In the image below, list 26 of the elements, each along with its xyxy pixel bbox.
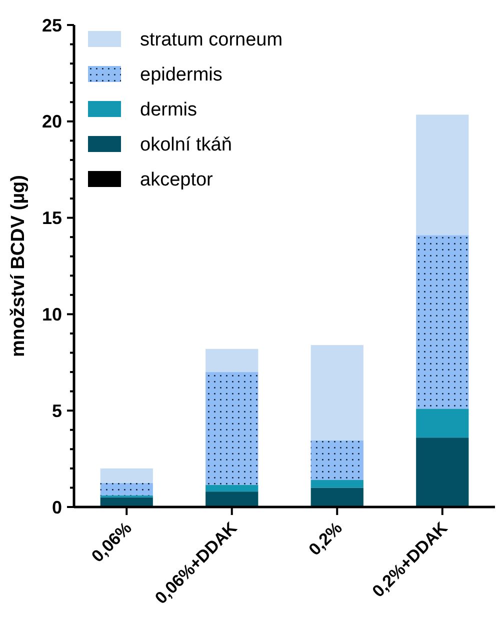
- y-tick-label: 25: [42, 15, 62, 36]
- bar: [416, 438, 469, 507]
- legend-label: epidermis: [140, 64, 222, 86]
- y-tick-label: 10: [42, 304, 62, 324]
- y-tick-label: 0: [52, 497, 62, 518]
- legend-label: okolní tkáň: [140, 134, 232, 156]
- bar: [310, 480, 364, 488]
- bar: [100, 482, 153, 496]
- bar: [206, 348, 258, 372]
- bar: [416, 235, 469, 409]
- y-tick-label: 20: [42, 112, 62, 132]
- bar: [206, 372, 258, 485]
- bar: [206, 492, 258, 507]
- legend-label: stratum corneum: [140, 30, 283, 51]
- y-tick-label: 5: [52, 400, 62, 421]
- y-axis-title: množství BCDV (µg): [8, 175, 29, 357]
- y-tick-label: 15: [42, 208, 62, 228]
- bar: [206, 484, 258, 492]
- bar: [310, 440, 364, 480]
- legend-label: dermis: [140, 100, 198, 121]
- bar: [310, 345, 364, 440]
- bar: [100, 468, 153, 483]
- bar: [416, 114, 469, 236]
- legend-label: akceptor: [140, 170, 214, 191]
- bar: [310, 488, 364, 507]
- bar: [416, 408, 469, 438]
